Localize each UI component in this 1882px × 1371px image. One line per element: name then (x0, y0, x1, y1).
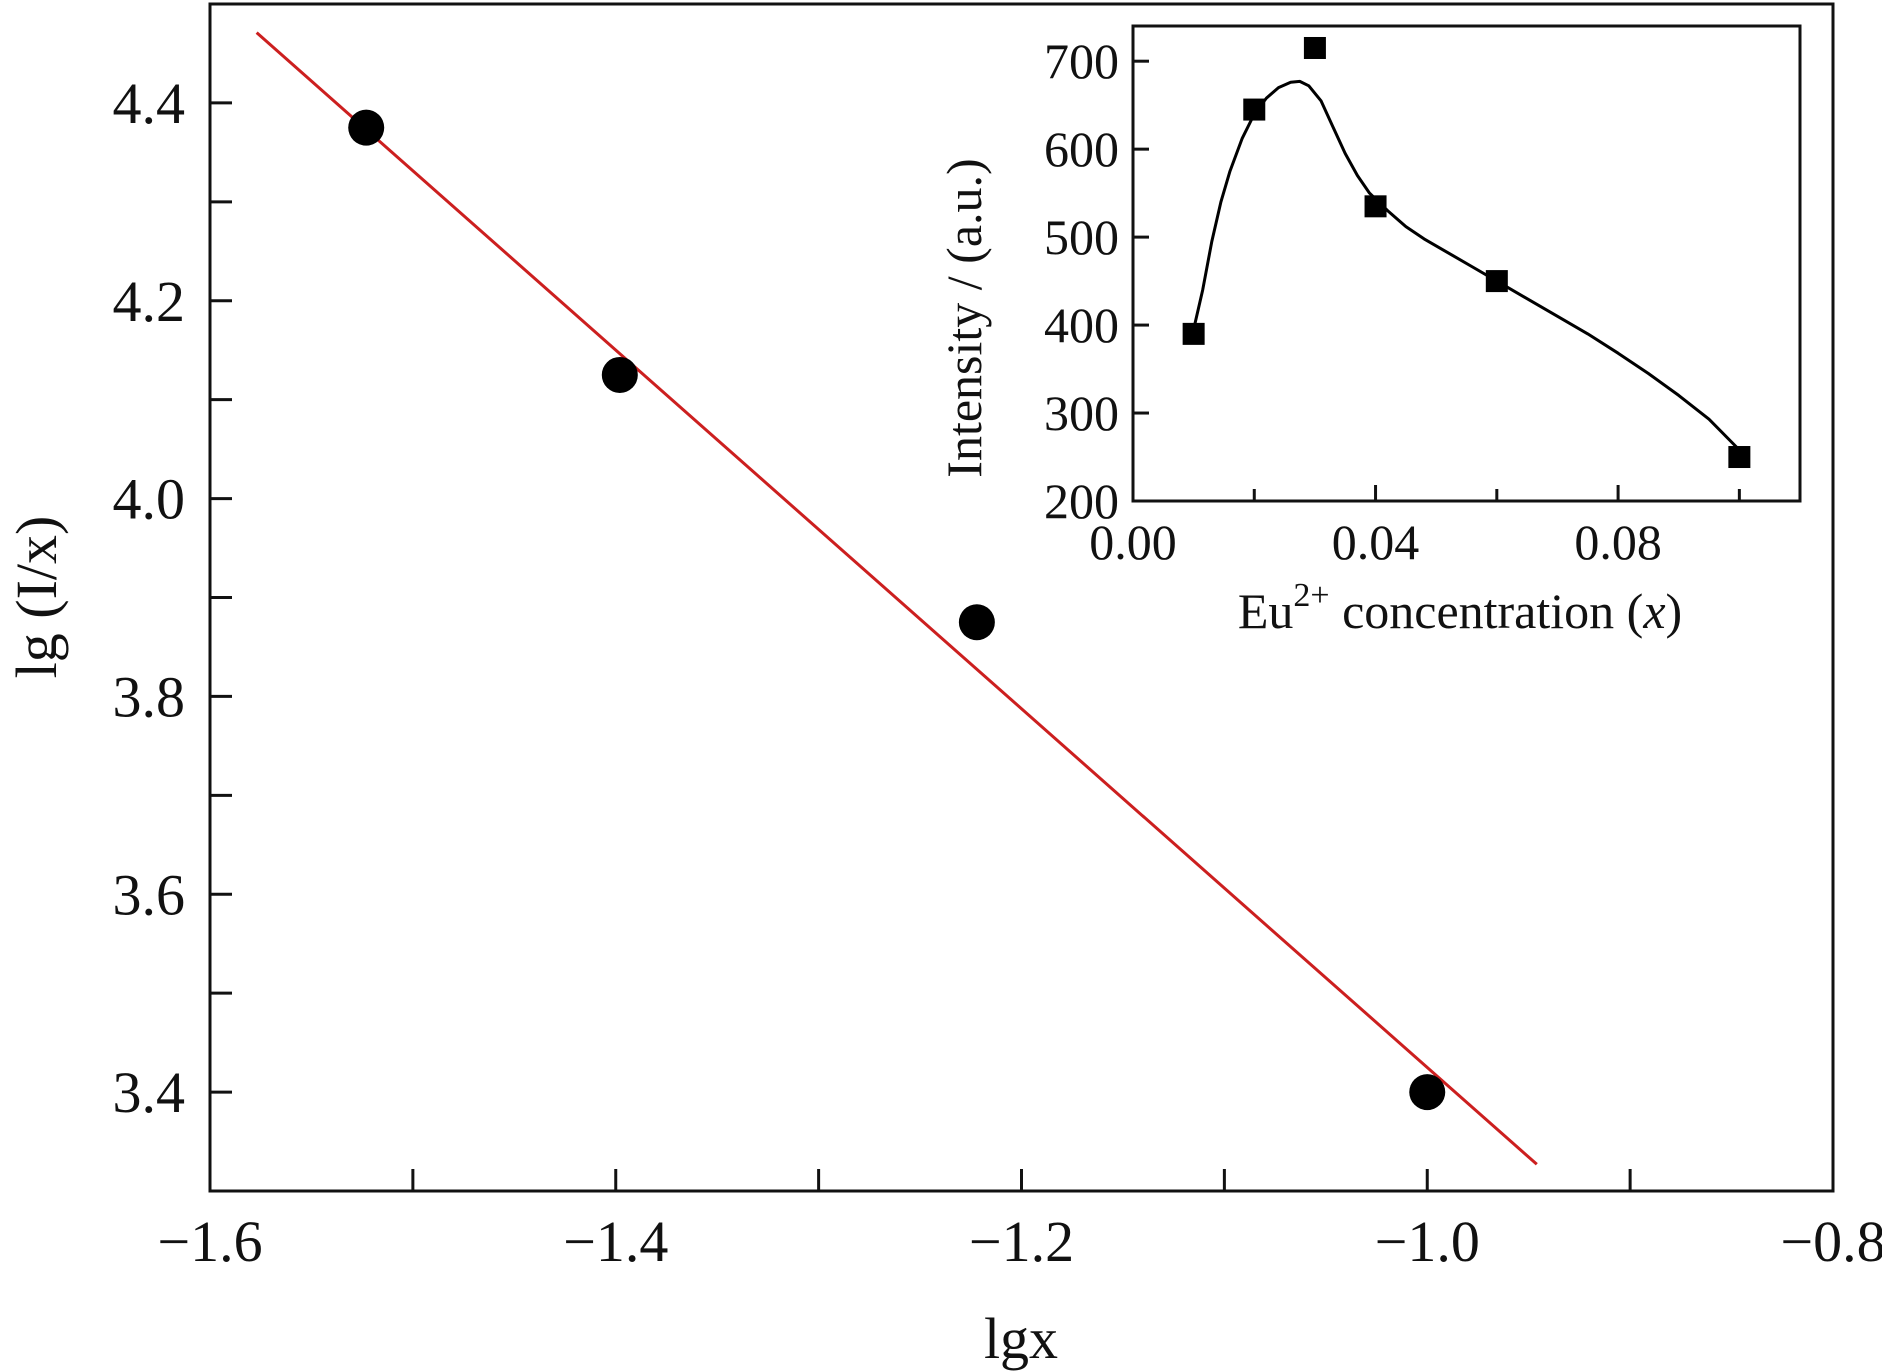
main-y-tick-label: 4.2 (113, 269, 186, 334)
main-x-tick-label: −1.6 (157, 1209, 262, 1274)
inset-data-point (1182, 322, 1205, 345)
inset-x-tick-label: 0.00 (1089, 514, 1177, 570)
main-y-tick-label: 3.4 (113, 1060, 186, 1125)
inset-y-axis-title: Intensity / (a.u.) (936, 158, 992, 477)
main-y-tick-label: 3.6 (113, 862, 186, 927)
inset-y-tick-label: 700 (1044, 33, 1119, 89)
inset-plot-frame (1131, 24, 1802, 503)
inset-x-axis-title: Eu2+ concentration (x) (1238, 577, 1682, 639)
main-y-tick-label: 3.8 (113, 664, 186, 729)
main-x-tick-label: −1.0 (1375, 1209, 1480, 1274)
inset-y-tick-label: 300 (1044, 385, 1119, 441)
inset-data-point (1243, 98, 1266, 121)
inset-x-axis-title-rest: concentration ( (1330, 583, 1644, 639)
main-data-point (601, 356, 638, 393)
main-fit-line (255, 31, 1538, 1166)
main-fit-line-group (255, 31, 1538, 1166)
inset-x-axis-title-end: ) (1666, 583, 1683, 639)
main-data-point (348, 109, 385, 146)
main-x-tick-label: −1.4 (563, 1209, 668, 1274)
main-ticks: −1.6 −1.4 −1.2 −1.0 −0.8 3.4 3.6 3.8 4.0 4.2 4.4 (113, 71, 1882, 1274)
main-y-tick-label: 4.0 (113, 467, 186, 532)
main-data-point (958, 604, 995, 641)
inset-y-tick-label: 200 (1044, 473, 1119, 529)
inset-points-group (1182, 36, 1751, 469)
main-points-group (348, 109, 1446, 1111)
inset-y-tick-label: 600 (1044, 121, 1119, 177)
inset-x-tick-label: 0.08 (1574, 514, 1662, 570)
inset-x-axis-title-var: x (1642, 583, 1665, 639)
inset-data-point (1728, 446, 1751, 469)
inset-ticks: 0.00 0.04 0.08 200 300 400 500 600 700 (1044, 33, 1741, 570)
inset-x-tick-label: 0.04 (1332, 514, 1420, 570)
inset-curve (1192, 79, 1741, 452)
inset-curve-group (1192, 79, 1741, 452)
inset-x-axis-title-base: Eu (1238, 583, 1294, 639)
main-plot: −1.6 −1.4 −1.2 −1.0 −0.8 3.4 3.6 3.8 4.0 4.2 4.4 l… (4, 2, 1882, 1371)
main-x-axis-title: lgx (984, 1306, 1058, 1371)
main-x-tick-label: −0.8 (1780, 1209, 1882, 1274)
main-data-point (1409, 1074, 1446, 1111)
inset-y-tick-label: 500 (1044, 209, 1119, 265)
inset-x-axis-title-sup: 2+ (1293, 577, 1329, 614)
inset-data-point (1485, 270, 1508, 293)
inset-plot: 0.00 0.04 0.08 200 300 400 500 600 700 Eu2+ conc… (936, 24, 1802, 639)
main-x-tick-label: −1.2 (969, 1209, 1074, 1274)
inset-data-point (1364, 195, 1387, 218)
main-y-axis-title: lg (I/x) (4, 516, 69, 679)
inset-data-point (1303, 36, 1326, 59)
inset-y-tick-label: 400 (1044, 297, 1119, 353)
main-y-tick-label: 4.4 (113, 71, 186, 136)
